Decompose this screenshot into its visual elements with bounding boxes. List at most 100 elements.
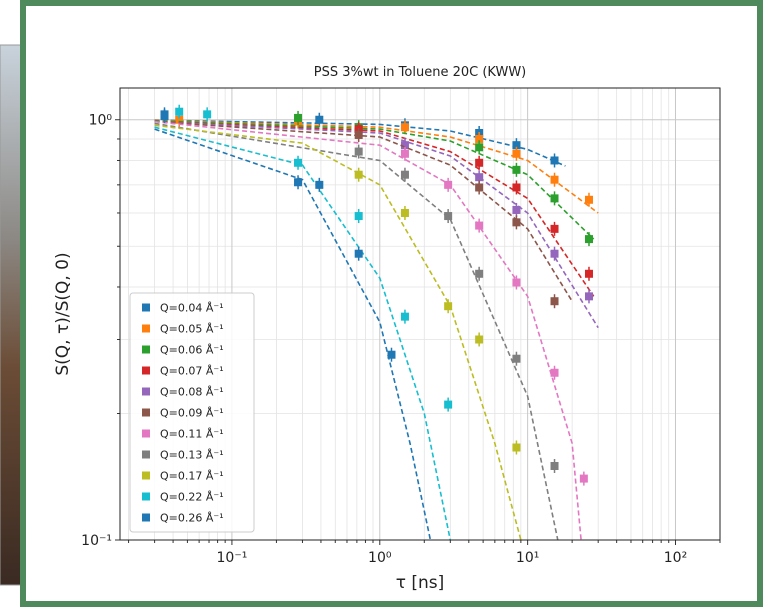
legend-label: Q=0.07 Å⁻¹ — [160, 365, 224, 378]
data-point — [444, 400, 453, 409]
chart-title: PSS 3%wt in Toluene 20C (KWW) — [314, 65, 527, 80]
data-point — [550, 175, 559, 184]
data-point — [354, 147, 363, 156]
data-point — [512, 183, 521, 192]
legend-label: Q=0.17 Å⁻¹ — [160, 470, 224, 483]
legend-marker — [142, 513, 150, 522]
data-point — [400, 208, 409, 217]
data-point — [387, 350, 396, 359]
x-tick-label: 10⁰ — [368, 550, 392, 566]
data-point — [512, 278, 521, 287]
legend-marker — [142, 471, 150, 480]
data-point — [550, 368, 559, 377]
legend-marker — [142, 408, 150, 417]
data-point — [475, 134, 484, 143]
legend-label: Q=0.05 Å⁻¹ — [160, 323, 224, 336]
fit-line — [154, 119, 566, 167]
fit-line — [154, 122, 559, 540]
data-point — [512, 218, 521, 227]
legend-label: Q=0.04 Å⁻¹ — [160, 302, 224, 315]
data-point — [444, 302, 453, 311]
series-group — [154, 104, 599, 540]
legend-box — [129, 292, 255, 533]
fit-line — [154, 119, 595, 240]
legend-marker — [142, 324, 150, 333]
data-point — [354, 170, 363, 179]
legend-label: Q=0.13 Å⁻¹ — [160, 449, 224, 462]
legend-label: Q=0.08 Å⁻¹ — [160, 386, 224, 399]
data-point — [400, 141, 409, 150]
data-point — [354, 130, 363, 139]
fit-line — [154, 128, 432, 540]
fit-line — [154, 120, 595, 297]
legend-marker — [142, 387, 150, 396]
legend-label: Q=0.22 Å⁻¹ — [160, 491, 224, 504]
data-point — [550, 156, 559, 165]
data-point — [294, 178, 303, 187]
legend-marker — [142, 345, 150, 354]
x-tick-label: 10⁻¹ — [217, 550, 248, 566]
x-tick-label: 10¹ — [516, 550, 539, 566]
data-point — [550, 297, 559, 306]
axes-frame — [119, 87, 721, 541]
data-point — [444, 180, 453, 189]
data-point — [160, 112, 169, 121]
legend-label: Q=0.26 Å⁻¹ — [160, 512, 224, 525]
data-point — [400, 170, 409, 179]
legend-marker — [142, 450, 150, 459]
y-axis-label: S(Q, τ)/S(Q, 0) — [53, 252, 73, 375]
data-point — [475, 183, 484, 192]
data-point — [579, 474, 588, 483]
legend-label: Q=0.11 Å⁻¹ — [160, 428, 224, 441]
data-point — [400, 149, 409, 158]
fit-line — [154, 120, 582, 540]
data-point — [512, 149, 521, 158]
fit-line — [154, 126, 452, 540]
data-point — [512, 141, 521, 150]
legend-marker — [142, 366, 150, 375]
legend-label: Q=0.06 Å⁻¹ — [160, 344, 224, 357]
fit-line — [154, 124, 522, 540]
data-point — [584, 235, 593, 244]
data-point — [175, 107, 184, 116]
x-axis-label: τ [ns] — [396, 573, 445, 593]
data-point — [512, 165, 521, 174]
x-tick-label: 10² — [664, 550, 687, 566]
data-point — [315, 180, 324, 189]
plot: 10⁻¹ 10⁰ 10¹ 10² 10⁻¹ 10⁰ Q=0.04 Å⁻¹ Q=0.05 Å⁻¹… — [81, 87, 721, 566]
data-point — [475, 221, 484, 230]
data-point — [550, 194, 559, 203]
data-point — [354, 249, 363, 258]
data-point — [550, 461, 559, 470]
data-point — [400, 123, 409, 132]
y-tick-label: 10⁰ — [89, 113, 113, 129]
data-point — [584, 195, 593, 204]
data-point — [550, 249, 559, 258]
data-point — [475, 143, 484, 152]
data-point — [444, 212, 453, 221]
data-point — [294, 158, 303, 167]
data-point — [550, 224, 559, 233]
legend-marker — [142, 492, 150, 501]
data-point — [400, 312, 409, 321]
data-point — [475, 335, 484, 344]
legend-label: Q=0.09 Å⁻¹ — [160, 407, 224, 420]
data-point — [475, 173, 484, 182]
data-point — [175, 115, 184, 124]
data-point — [512, 354, 521, 363]
data-point — [584, 269, 593, 278]
data-point — [294, 113, 303, 122]
data-point — [475, 158, 484, 167]
data-point — [354, 212, 363, 221]
data-point — [315, 115, 324, 124]
data-point — [512, 443, 521, 452]
legend-marker — [142, 429, 150, 438]
data-point — [584, 292, 593, 301]
fit-line — [154, 119, 599, 214]
legend-marker — [142, 303, 150, 312]
data-point — [512, 205, 521, 214]
data-point — [475, 269, 484, 278]
y-tick-label: 10⁻¹ — [81, 533, 112, 549]
